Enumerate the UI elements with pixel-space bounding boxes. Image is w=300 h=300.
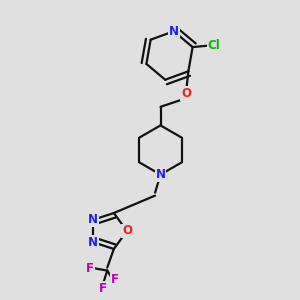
Text: O: O [181,87,191,100]
Text: F: F [99,282,107,295]
Text: N: N [88,236,98,249]
Text: N: N [169,25,179,38]
Text: O: O [122,224,132,238]
Text: N: N [88,213,98,226]
Text: F: F [111,273,119,286]
Text: N: N [155,168,166,181]
Text: Cl: Cl [208,39,220,52]
Text: F: F [86,262,94,275]
